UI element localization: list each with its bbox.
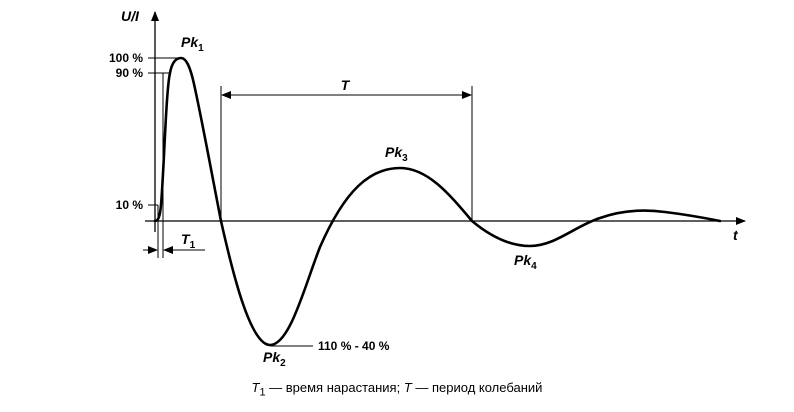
pk2-range-label: 110 % - 40 % [318, 339, 390, 353]
level-10-label: 10 % [116, 198, 144, 212]
peak-2-label: Pk2 [263, 349, 286, 369]
level-90-label: 90 % [116, 66, 144, 80]
figure-caption: T1 — время нарастания; T — период колеба… [251, 380, 543, 399]
peak-1-label: Pk1 [181, 34, 204, 54]
rise-time-label: T1 [181, 231, 196, 251]
x-axis-label: t [733, 227, 739, 243]
peak-3-label: Pk3 [385, 144, 408, 164]
peak-4-label: Pk4 [514, 252, 537, 272]
waveform-curve [153, 56, 722, 347]
level-100-label: 100 % [109, 51, 143, 65]
y-axis-label: U/I [121, 8, 140, 24]
period-label: T [341, 77, 351, 93]
